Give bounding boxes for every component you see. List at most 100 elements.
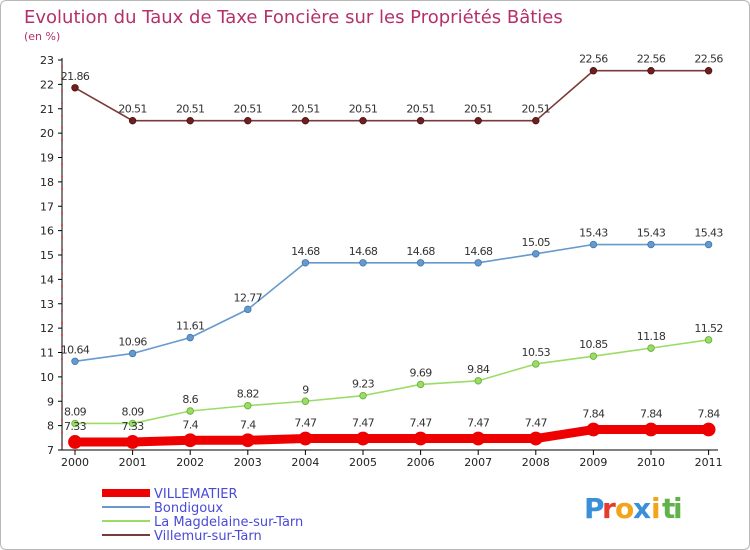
data-point [413,431,428,446]
y-tick-label: 16 [40,225,54,238]
chart-subtitle: (en %) [24,30,60,43]
data-point [589,67,598,75]
data-label: 10.96 [118,335,147,348]
data-point [68,435,82,449]
data-point [128,419,137,428]
series-villemur-sur-tarn: 21.86 20.51 20.51 20.51 20.51 20.51 20.51 20.51… [61,53,724,125]
data-point [301,397,310,405]
series-layer: 21.86 20.51 20.51 20.51 20.51 20.51 20.51 20.51… [61,53,724,449]
chart-title: Evolution du Taux de Taxe Foncière sur l… [24,7,563,28]
x-tick-label: 2006 [407,456,435,469]
data-point [589,352,598,360]
data-label: 12.77 [234,291,263,304]
logo-letter: x [633,492,651,525]
data-point [356,431,370,446]
axes: 7 8 9 10 11 12 13 14 15 16 17 18 19 20 21 22 23 2000 2001 2… [40,54,723,469]
legend-label: Bondigoux [154,501,223,516]
data-label: 9 [302,383,309,396]
data-label: 20.51 [234,103,263,116]
data-point [298,431,313,446]
data-label: 20.51 [349,103,378,116]
legend-label: Villemur-sur-Tarn [154,529,262,544]
data-point [244,401,252,410]
y-tick-label: 19 [40,152,54,165]
data-point [128,116,137,125]
series-line [74,69,710,122]
data-point [125,435,140,449]
y-tick-label: 12 [40,322,54,335]
data-point [71,419,79,428]
y-tick-label: 13 [40,298,54,311]
data-label: 21.86 [61,70,90,83]
data-point [647,240,655,249]
data-label: 7.84 [640,408,663,421]
data-label: 22.56 [637,53,666,66]
x-tick-label: 2002 [176,456,204,469]
data-point [301,259,310,267]
data-label: 7.47 [410,417,433,430]
data-point [301,116,310,125]
data-label: 7.47 [294,417,317,430]
x-tick-label: 2005 [349,456,377,469]
data-point [359,259,367,267]
data-label: 15.05 [522,236,551,249]
data-point [359,391,367,400]
data-label: 15.43 [694,227,723,240]
data-label: 8.09 [64,405,87,418]
data-point [244,116,252,125]
logo-letter: o [615,492,634,525]
logo-letter: P [584,492,605,525]
data-label: 10.64 [61,343,90,356]
data-label: 8.6 [182,393,198,406]
data-label: 20.51 [291,103,320,116]
data-label: 15.43 [579,227,608,240]
data-label: 15.43 [637,227,666,240]
data-label: 10.53 [522,346,551,359]
data-point [586,422,601,437]
x-tick-label: 2010 [637,456,665,469]
data-label: 22.56 [579,53,608,66]
y-tick-label: 15 [40,249,54,262]
x-tick-label: 2004 [291,456,319,469]
data-point [183,433,198,448]
series-la-magdelaine-sur-tarn: 8.09 8.09 8.6 8.82 9 9.23 9.69 9.84 10.53 10.85 11… [64,322,723,428]
data-label: 22.56 [694,53,723,66]
data-label: 7.47 [352,417,375,430]
x-tick-label: 2009 [579,456,607,469]
data-point [186,116,194,125]
y-tick-label: 10 [40,371,54,384]
data-point [704,240,713,249]
data-point [532,250,540,258]
data-point [704,336,713,344]
series-line [74,243,710,363]
data-label: 8.82 [237,388,259,401]
logo-letter: i [673,492,683,525]
series-villematier: 7.33 7.33 7.4 7.4 7.47 7.47 7.47 7.47 7.47 7.84 7.… [64,408,721,449]
x-tick-label: 2008 [522,456,550,469]
data-point [647,344,655,352]
data-point [589,240,598,249]
y-tick-label: 7 [47,444,54,457]
x-tick-label: 2000 [61,456,89,469]
data-point [647,67,655,75]
data-label: 20.51 [176,103,205,116]
data-label: 11.61 [176,320,205,333]
data-label: 7.47 [467,417,490,430]
data-label: 14.68 [349,245,378,258]
data-point [704,67,713,75]
data-label: 14.68 [406,245,435,258]
y-tick-label: 17 [40,200,54,213]
y-tick-label: 23 [40,54,54,67]
y-tick-label: 18 [40,176,54,189]
y-tick-label: 21 [40,103,54,116]
data-label: 20.51 [118,103,147,116]
y-tick-label: 20 [40,127,54,140]
data-point [416,380,425,389]
x-tick-label: 2011 [695,456,723,469]
x-tick-label: 2001 [119,456,147,469]
data-label: 9.23 [352,378,375,391]
data-point [240,433,255,448]
data-point [474,259,482,267]
data-point [416,116,425,125]
